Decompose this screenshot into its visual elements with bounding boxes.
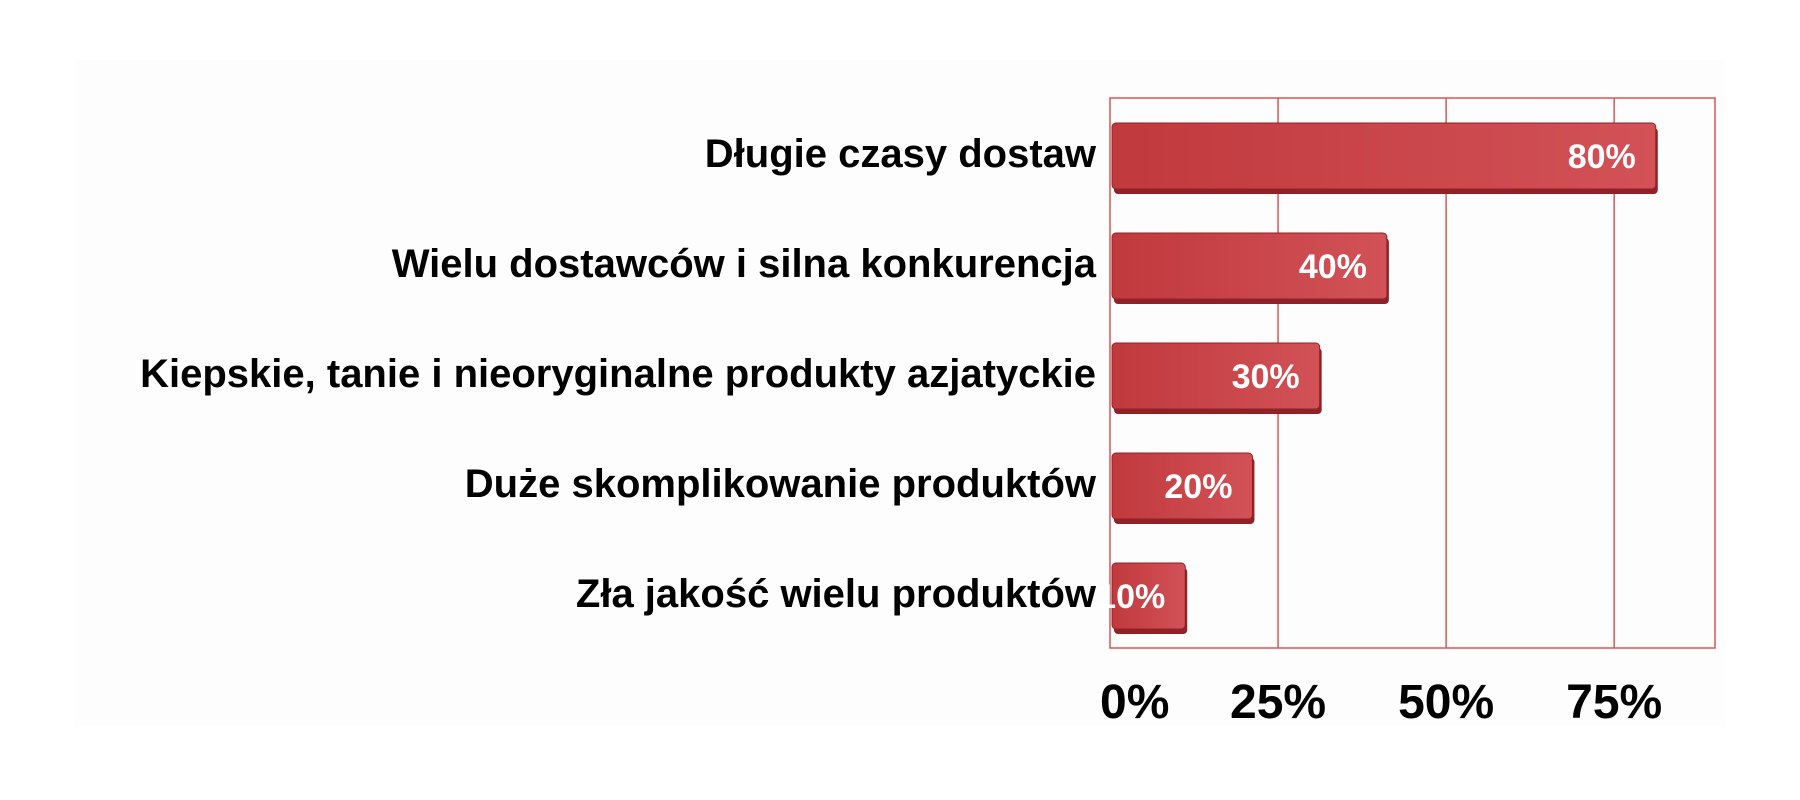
x-tick-label: 25% <box>1230 676 1326 729</box>
tick-label-layer: 0% 25% 50% 75% <box>1100 676 1662 729</box>
category-label-layer: Długie czasy dostaw Wielu dostawców i sil… <box>140 132 1097 616</box>
plot-frame <box>1109 97 1716 649</box>
category-label: Kiepskie, tanie i nieoryginalne produkty… <box>140 352 1096 396</box>
x-tick-label: 0% <box>1100 676 1169 729</box>
category-label: Wielu dostawców i silna konkurencja <box>392 242 1097 286</box>
bar <box>1111 562 1186 630</box>
category-label: Duże skomplikowanie produktów <box>465 462 1097 506</box>
category-label: Długie czasy dostaw <box>705 132 1097 176</box>
bar <box>1111 122 1657 190</box>
data-label: 10% <box>1097 578 1165 616</box>
data-label: 40% <box>1299 248 1367 286</box>
x-tick-label: 75% <box>1566 676 1662 729</box>
bar-layer: 80% 40% 30% 20% 10% <box>1097 122 1658 634</box>
data-label: 30% <box>1232 358 1300 396</box>
bar <box>1111 452 1253 520</box>
bar <box>1111 342 1321 410</box>
x-tick-label: 50% <box>1398 676 1494 729</box>
category-label: Zła jakość wielu produktów <box>576 572 1097 616</box>
bar <box>1111 232 1388 300</box>
data-label: 80% <box>1568 138 1636 176</box>
data-label: 20% <box>1164 468 1232 506</box>
